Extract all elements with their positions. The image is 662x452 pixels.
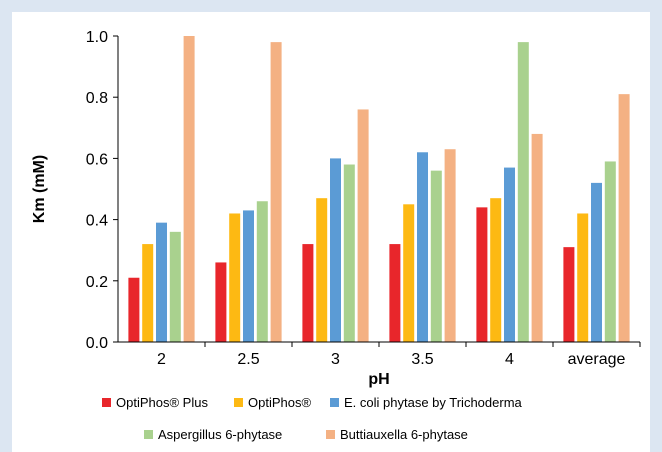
legend-swatch <box>102 398 111 407</box>
y-tick-label: 0.6 <box>86 151 108 168</box>
bar <box>357 109 369 342</box>
bar <box>563 247 575 342</box>
x-axis-title: pH <box>368 371 389 388</box>
bar <box>128 277 140 342</box>
y-tick-labels: 0.0 0.2 0.4 0.6 0.8 1.0 <box>86 29 118 352</box>
bar <box>531 133 543 342</box>
x-tick-label: 2 <box>157 351 166 368</box>
x-tick-label: 3.5 <box>411 351 433 368</box>
bar <box>343 164 355 342</box>
legend-swatch <box>326 430 335 439</box>
bar <box>270 42 282 343</box>
bar <box>316 198 328 342</box>
bar <box>591 182 602 342</box>
bar <box>417 152 428 342</box>
axes-group <box>117 36 640 343</box>
bars-group <box>128 36 630 343</box>
bar <box>517 42 529 343</box>
bar <box>444 149 456 342</box>
bar <box>330 158 341 342</box>
bar <box>302 244 314 342</box>
bar <box>215 262 227 342</box>
bar <box>604 161 616 342</box>
bar <box>577 213 589 342</box>
x-tick-label: average <box>568 351 626 368</box>
bar <box>618 94 630 342</box>
legend-label: OptiPhos® Plus <box>116 395 208 410</box>
legend-swatch <box>234 398 243 407</box>
x-tick-label: 2.5 <box>237 351 259 368</box>
bar <box>504 167 515 342</box>
x-tick-label: 3 <box>331 351 340 368</box>
legend-label: Aspergillus 6-phytase <box>158 427 282 442</box>
bar <box>256 201 268 342</box>
y-tick-label: 1.0 <box>86 29 108 46</box>
bar <box>490 198 502 342</box>
y-tick-label: 0.8 <box>86 90 108 107</box>
bar <box>476 207 488 342</box>
legend-swatch <box>144 430 153 439</box>
x-tick-labels: 2 2.5 3 3.5 4 average <box>157 342 641 368</box>
bar <box>169 231 181 342</box>
bar <box>183 36 195 342</box>
legend-label: Buttiauxella 6-phytase <box>340 427 468 442</box>
x-tick-label: 4 <box>505 351 514 368</box>
legend-label: OptiPhos® <box>248 395 311 410</box>
y-tick-label: 0.2 <box>86 274 108 291</box>
chart-panel: 0.0 0.2 0.4 0.6 0.8 1.0 2 2.5 3 3.5 4 average Km (… <box>12 12 650 452</box>
bar <box>156 222 167 342</box>
y-tick-label: 0.0 <box>86 335 108 352</box>
bar <box>229 213 241 342</box>
legend-label: E. coli phytase by Trichoderma <box>344 395 523 410</box>
legend: OptiPhos® Plus OptiPhos® E. coli phytase b… <box>102 395 523 442</box>
bar <box>403 204 415 342</box>
bar-chart: 0.0 0.2 0.4 0.6 0.8 1.0 2 2.5 3 3.5 4 average Km (… <box>31 29 641 442</box>
legend-swatch <box>330 398 339 407</box>
bar <box>389 244 401 342</box>
bar <box>430 170 442 342</box>
bar <box>142 244 154 342</box>
y-axis-title: Km (mM) <box>31 155 48 223</box>
y-tick-label: 0.4 <box>86 213 108 230</box>
bar <box>243 210 254 342</box>
